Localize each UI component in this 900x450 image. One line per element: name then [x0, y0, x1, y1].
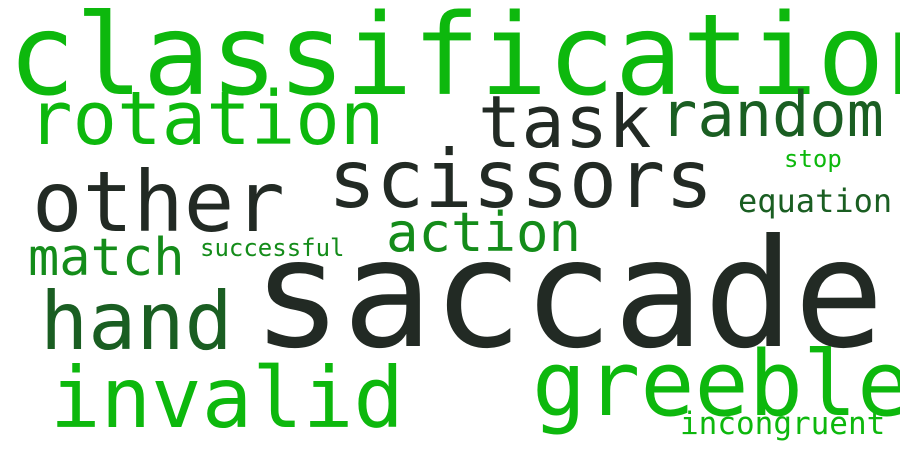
word-greeble: greeble: [532, 332, 900, 437]
word-saccade: saccade: [252, 208, 885, 382]
word-other: other: [32, 153, 285, 251]
word-successful: successful: [200, 234, 345, 262]
word-stop: stop: [784, 145, 842, 173]
word-hand: hand: [40, 275, 233, 368]
word-task: task: [478, 80, 652, 164]
word-random: random: [660, 78, 884, 151]
word-match: match: [28, 228, 185, 288]
word-scissors: scissors: [328, 133, 714, 226]
word-rotation: rotation: [28, 76, 385, 162]
word-invalid: invalid: [50, 349, 405, 447]
word-incongruent: incongruent: [680, 406, 886, 442]
word-action: action: [386, 201, 582, 264]
word-classification: classification: [8, 0, 900, 121]
word-equation: equation: [738, 182, 893, 220]
